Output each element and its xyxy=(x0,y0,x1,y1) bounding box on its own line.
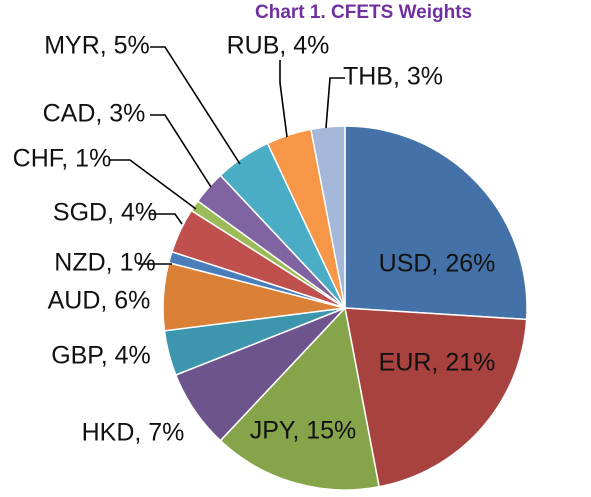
leader-line-chf xyxy=(110,159,197,210)
leader-line-cad xyxy=(150,114,212,188)
leader-line-rub xyxy=(279,60,288,138)
data-label-jpy: JPY, 15% xyxy=(250,417,357,445)
leader-line-thb xyxy=(325,77,345,129)
data-label-sgd: SGD, 4% xyxy=(53,199,157,227)
data-label-rub: RUB, 4% xyxy=(227,32,330,60)
pie-slice-jpy xyxy=(219,306,380,491)
data-label-usd: USD, 26% xyxy=(379,250,496,278)
data-label-thb: THB, 3% xyxy=(343,63,443,91)
pie-slice-thb xyxy=(310,125,346,309)
data-label-eur: EUR, 21% xyxy=(379,349,496,377)
data-label-myr: MYR, 5% xyxy=(44,32,150,60)
leader-line-sgd xyxy=(150,213,183,225)
data-label-nzd: NZD, 1% xyxy=(54,249,155,277)
chart-title: Chart 1. CFETS Weights xyxy=(255,2,473,23)
data-label-chf: CHF, 1% xyxy=(13,145,112,173)
leader-line-myr xyxy=(150,46,241,165)
data-label-aud: AUD, 6% xyxy=(48,287,151,315)
data-label-hkd: HKD, 7% xyxy=(82,419,185,447)
data-label-gbp: GBP, 4% xyxy=(51,342,151,370)
pie-slice-eur xyxy=(344,307,528,488)
data-label-cad: CAD, 3% xyxy=(43,100,146,128)
pie-slice-usd xyxy=(344,125,528,321)
